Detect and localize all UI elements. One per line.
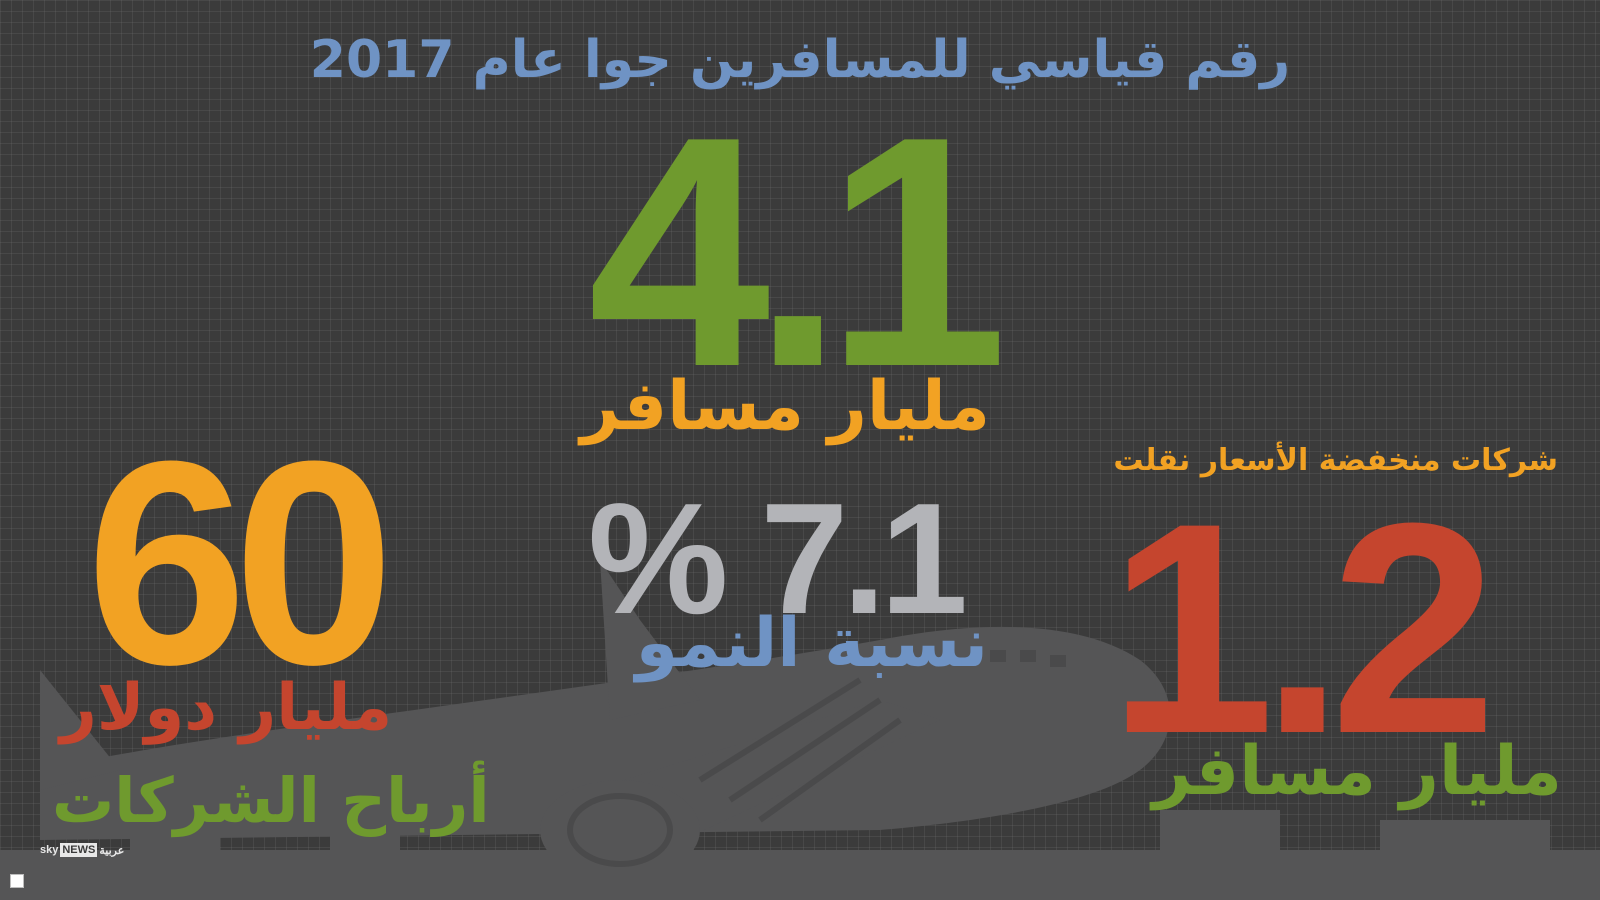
total-passengers-unit: مليار مسافر bbox=[580, 367, 990, 446]
low-cost-passengers-value: 1.2 bbox=[1108, 460, 1497, 796]
profits-value: 60 bbox=[86, 401, 395, 725]
low-cost-passengers-unit: مليار مسافر bbox=[1152, 732, 1562, 811]
profits-unit: مليار دولار bbox=[60, 671, 393, 745]
growth-rate-value: % 7.1 bbox=[588, 471, 968, 647]
low-cost-caption: شركات منخفضة الأسعار نقلت bbox=[1113, 443, 1558, 478]
growth-rate-label: نسبة النمو bbox=[635, 604, 988, 683]
corner-square-icon bbox=[10, 874, 24, 888]
logo-news: NEWS bbox=[60, 843, 98, 857]
sky-news-arabia-logo: sky NEWS عربية bbox=[40, 842, 124, 858]
profits-label: أرباح الشركات bbox=[52, 764, 490, 837]
logo-sky: sky bbox=[40, 844, 59, 856]
logo-arabic: عربية bbox=[99, 844, 125, 857]
page-title: رقم قياسي للمسافرين جوا عام 2017 bbox=[309, 30, 1291, 90]
total-passengers-value: 4.1 bbox=[588, 68, 1008, 435]
